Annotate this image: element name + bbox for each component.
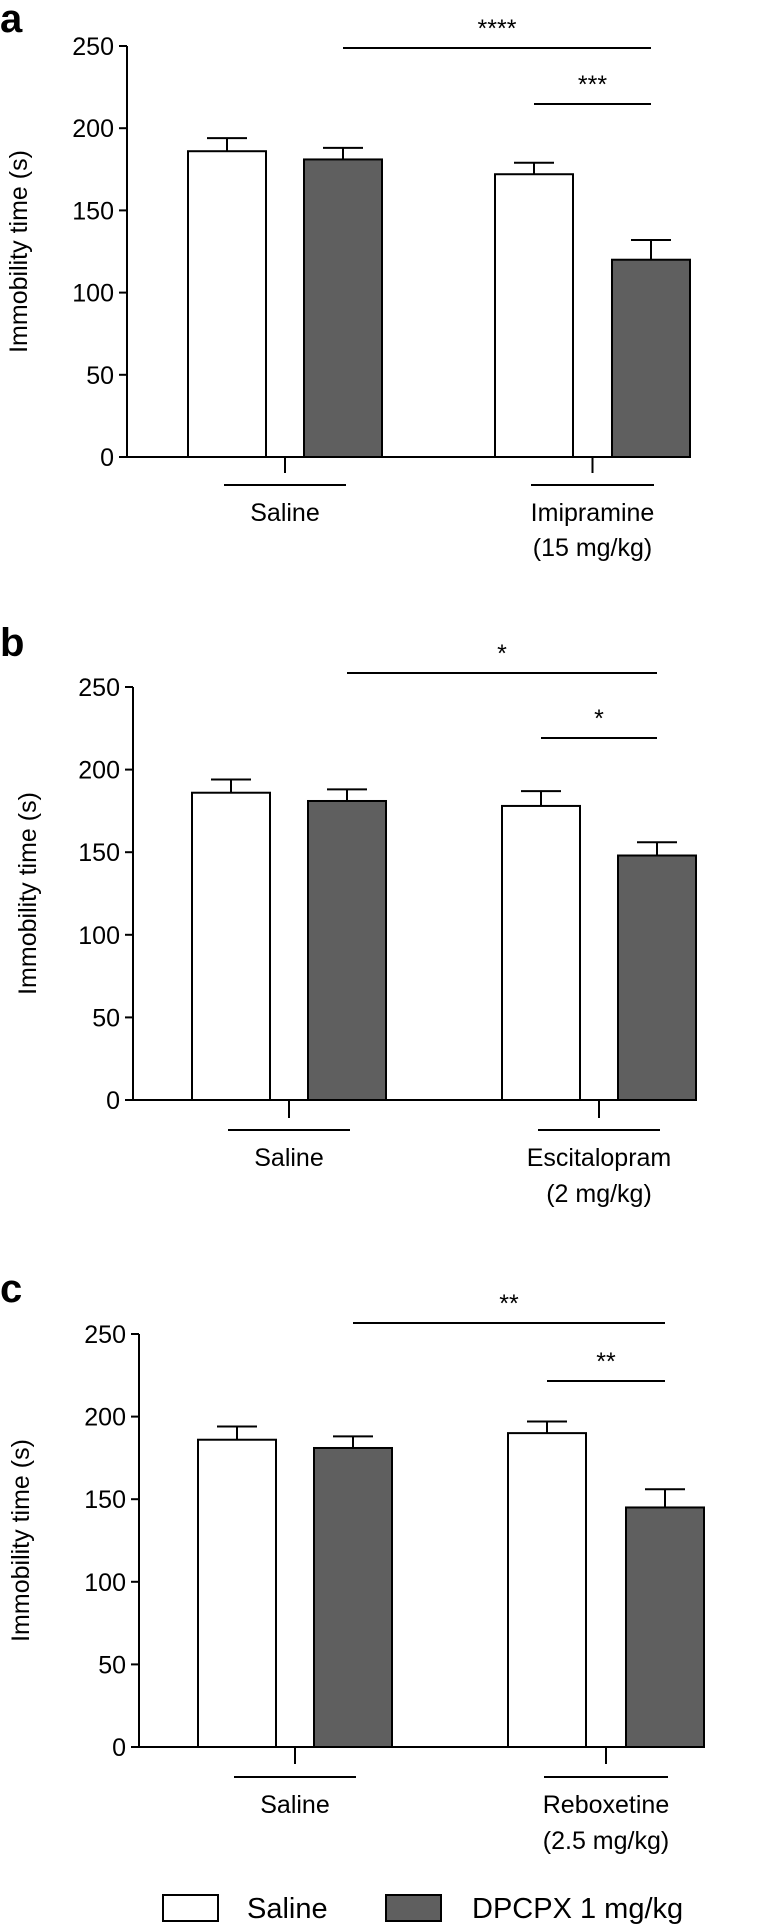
bar (625, 1506, 705, 1748)
bar (507, 1432, 587, 1748)
chart-panel-b: b 0 50 100 150 200 250 Immobility time (s) Salin… (0, 621, 697, 1208)
y-tick-label: 200 (84, 1404, 126, 1432)
x-group-label: Saline (260, 1791, 330, 1819)
legend-swatch-dpcpx (385, 1894, 442, 1922)
legend-label-dpcpx: DPCPX 1 mg/kg (472, 1893, 683, 1925)
bar (197, 1438, 277, 1749)
y-tick-label: 250 (78, 674, 120, 702)
bar (191, 791, 271, 1102)
bar (501, 804, 581, 1101)
panel-letter: b (0, 621, 24, 665)
x-group-label: Imipramine (531, 499, 655, 527)
chart-panels: a 0 50 100 150 200 250 Immobility time (s) Salin… (0, 0, 705, 1855)
y-tick-label: 250 (84, 1321, 126, 1349)
y-tick-label: 150 (84, 1486, 126, 1514)
y-tick-label: 200 (72, 115, 114, 143)
legend: Saline DPCPX 1 mg/kg (162, 1893, 683, 1925)
y-tick-label: 250 (72, 33, 114, 61)
bar (611, 258, 691, 458)
y-tick-label: 50 (98, 1651, 126, 1679)
y-tick-label: 100 (72, 280, 114, 308)
significance-label: ** (499, 1290, 519, 1318)
y-axis-label: Immobility time (s) (14, 792, 42, 995)
bar (307, 799, 387, 1101)
panel-letter: a (0, 0, 23, 41)
x-group-label: Reboxetine (543, 1791, 669, 1819)
x-group-label: (2 mg/kg) (546, 1180, 652, 1208)
y-tick-label: 50 (86, 362, 114, 390)
chart-panel-a: a 0 50 100 150 200 250 Immobility time (s) Salin… (0, 0, 691, 562)
significance-label: * (497, 640, 507, 668)
panel-letter: c (0, 1267, 22, 1311)
bar (313, 1446, 393, 1749)
y-axis-label: Immobility time (s) (7, 1439, 35, 1642)
y-tick-label: 100 (78, 922, 120, 950)
bar (617, 854, 697, 1102)
y-tick-label: 150 (78, 839, 120, 867)
y-axis-label: Immobility time (s) (5, 150, 33, 353)
y-tick-label: 0 (112, 1734, 126, 1762)
y-tick-label: 100 (84, 1569, 126, 1597)
legend-swatch-saline (162, 1894, 219, 1922)
x-group-label: Saline (254, 1144, 324, 1172)
x-group-label: (2.5 mg/kg) (543, 1827, 669, 1855)
y-tick-label: 200 (78, 757, 120, 785)
bar (187, 150, 267, 458)
legend-label-saline: Saline (247, 1893, 328, 1925)
y-tick-label: 150 (72, 197, 114, 225)
y-tick-label: 50 (92, 1004, 120, 1032)
chart-panel-c: c 0 50 100 150 200 250 Immobility time (s) Salin… (0, 1267, 705, 1855)
x-group-label: (15 mg/kg) (533, 534, 652, 562)
bar (303, 158, 383, 458)
x-group-label: Escitalopram (527, 1144, 672, 1172)
significance-label: ** (596, 1348, 616, 1376)
x-group-label: Saline (250, 499, 320, 527)
significance-label: *** (578, 71, 607, 99)
y-tick-label: 0 (100, 444, 114, 472)
y-tick-label: 0 (106, 1087, 120, 1115)
bar (494, 173, 574, 458)
significance-label: **** (478, 15, 517, 43)
significance-label: * (594, 705, 604, 733)
